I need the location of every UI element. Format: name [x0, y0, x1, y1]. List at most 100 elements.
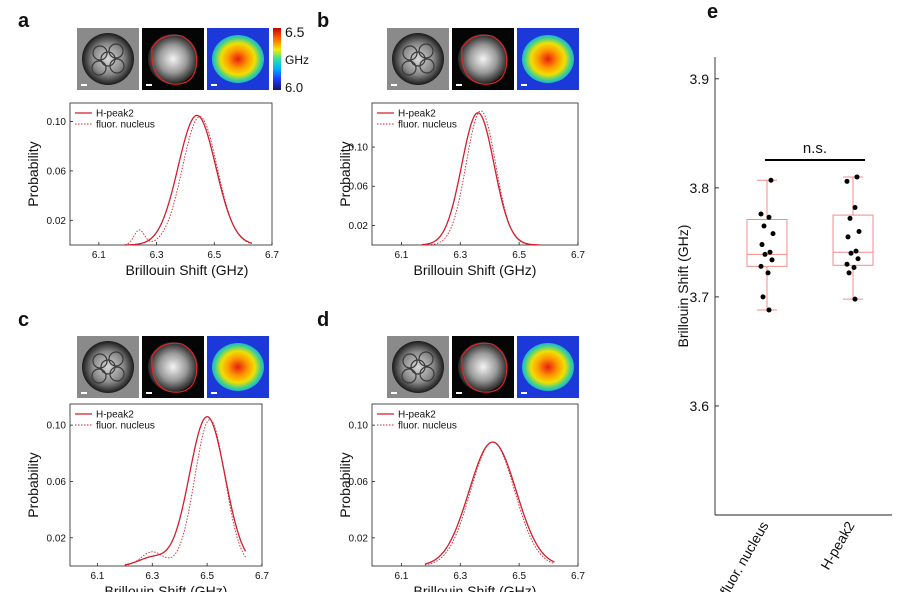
scale-bar — [146, 392, 152, 394]
scale-bar — [456, 84, 462, 86]
plot-frame — [69, 403, 263, 567]
legend-label: fluor. nucleus — [96, 421, 155, 432]
cell-outline — [92, 45, 108, 61]
legend-label: fluor. nucleus — [398, 421, 457, 432]
x-axis-label: Brillouin Shift (GHz) — [126, 262, 249, 278]
scale-bar — [456, 392, 462, 394]
brillouin-cell — [522, 35, 574, 83]
cell-outline — [108, 351, 124, 367]
significance-label: n.s. — [803, 140, 827, 157]
y-axis-label: Probability — [25, 141, 41, 206]
nucleus-signal — [148, 342, 198, 392]
box-h-peak2 — [832, 174, 874, 302]
colorbar — [273, 28, 281, 90]
x-tick-label: 6.3 — [453, 571, 467, 582]
y-tick-label: 0.10 — [47, 117, 67, 128]
cell-outline — [100, 359, 116, 375]
data-point — [848, 250, 854, 256]
brillouin-cell — [212, 343, 264, 391]
scale-bar — [146, 84, 152, 86]
y-tick-label: 0.10 — [47, 421, 67, 432]
series-h-peak2 — [124, 416, 247, 566]
legend-label: H-peak2 — [398, 410, 436, 421]
y-axis-label: Probability — [337, 452, 353, 517]
scale-bar — [81, 84, 87, 86]
cell-outline — [418, 43, 434, 59]
x-axis-label: Brillouin Shift (GHz) — [414, 262, 537, 278]
data-point — [761, 223, 767, 229]
x-tick-label: 6.5 — [207, 250, 221, 261]
data-point — [856, 228, 862, 234]
y-tick-label: 3.8 — [690, 180, 710, 196]
data-point — [768, 177, 774, 183]
data-point — [855, 256, 861, 262]
x-tick-label: 6.3 — [453, 250, 467, 261]
data-point — [758, 211, 764, 217]
data-point — [844, 261, 850, 267]
y-tick-label: 0.10 — [349, 143, 369, 154]
cell-outline — [410, 51, 426, 67]
y-tick-label: 0.02 — [47, 216, 67, 227]
scale-bar — [391, 392, 397, 394]
y-tick-label: 0.06 — [47, 477, 67, 488]
series-fluor-nucleus — [422, 110, 540, 246]
data-point — [851, 264, 857, 270]
colorbar-max-label: 6.5 — [285, 24, 305, 40]
x-tick-label: 6.7 — [571, 571, 585, 582]
legend-label: H-peak2 — [398, 109, 436, 120]
data-point — [758, 263, 764, 269]
panel-label: d — [317, 309, 329, 331]
x-axis-label: Brillouin Shift (GHz) — [105, 583, 228, 592]
legend-label: fluor. nucleus — [398, 120, 457, 131]
data-point — [767, 249, 773, 255]
nucleus-signal — [458, 342, 508, 392]
data-point — [770, 231, 776, 237]
cell-cluster — [392, 341, 444, 393]
iqr-box — [832, 214, 874, 266]
y-axis-label: Probability — [25, 452, 41, 517]
data-point — [844, 178, 850, 184]
brillouin-cell — [522, 343, 574, 391]
data-point — [845, 234, 851, 240]
data-point — [766, 307, 772, 313]
y-tick-label: 0.02 — [47, 533, 67, 544]
cell-outline — [91, 368, 107, 384]
roi-outline — [461, 34, 508, 85]
data-point — [759, 242, 765, 248]
iqr-box — [746, 218, 788, 267]
panel-label: e — [707, 1, 718, 23]
box-plot-panel-e: e 3.6 3.7 3.8 3.9 Brillouin Shift (GHz) fluor.… — [675, 1, 892, 592]
colorbar-min-label: 6.0 — [285, 80, 303, 95]
x-tick-label: 6.1 — [394, 250, 408, 261]
x-axis-label: Brillouin Shift (GHz) — [414, 583, 537, 592]
data-point — [852, 296, 858, 302]
brillouin-cell — [212, 35, 264, 83]
nucleus-signal — [458, 34, 508, 84]
box-fluor-nucleus — [746, 177, 788, 313]
y-tick-label: 3.7 — [690, 289, 710, 305]
y-tick-label: 0.06 — [349, 182, 369, 193]
distribution-panel-c: c 6.1 6.3 6.5 6.7 0.02 0.06 0.10 Brillouin Shift… — [18, 309, 269, 592]
colorbar-unit-label: GHz — [285, 53, 309, 67]
cell-outline — [401, 60, 417, 76]
cell-outline — [410, 359, 426, 375]
x-tick-label: 6.1 — [92, 250, 106, 261]
scale-bar — [521, 84, 527, 86]
y-tick-label: 0.10 — [349, 421, 369, 432]
x-tick-label: 6.7 — [571, 250, 585, 261]
distribution-panel-d: d 6.1 6.3 6.5 6.7 0.02 0.06 0.10 Brillouin Shift… — [317, 309, 585, 592]
distribution-panel-a: a 6.5 GHz 6.0 6.1 6.3 6.5 6.7 0.02 0.06 0.10 Brillo… — [18, 10, 309, 278]
y-axis-label: Probability — [337, 141, 353, 206]
cell-outline — [402, 353, 418, 369]
series-h-peak2 — [421, 112, 540, 246]
panel-label: c — [18, 309, 29, 331]
legend-label: H-peak2 — [96, 410, 134, 421]
cell-cluster — [82, 341, 134, 393]
scale-bar — [211, 84, 217, 86]
scale-bar — [521, 392, 527, 394]
x-tick-label: 6.1 — [90, 571, 104, 582]
nucleus-signal — [148, 34, 198, 84]
cell-outline — [92, 353, 108, 369]
x-tick-label: 6.3 — [145, 571, 159, 582]
roi-outline — [151, 342, 198, 393]
